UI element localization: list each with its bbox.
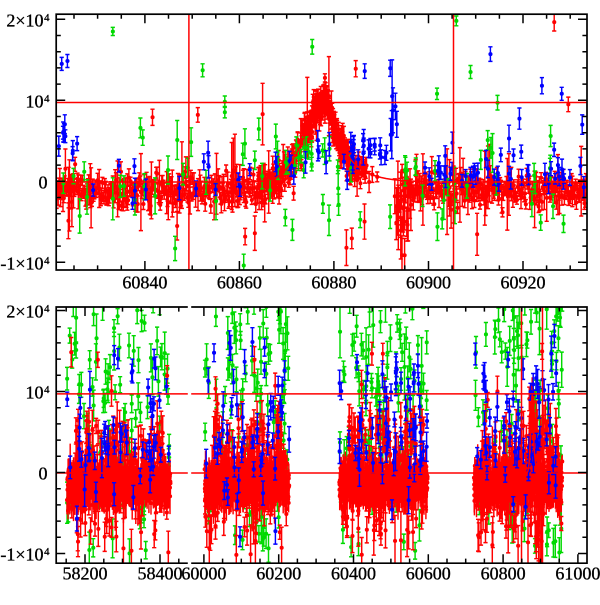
svg-text:60900: 60900 — [406, 272, 451, 292]
svg-text:60000: 60000 — [181, 564, 226, 584]
svg-text:60200: 60200 — [256, 564, 301, 584]
svg-text:-1×10: -1×10 — [0, 545, 43, 565]
svg-text:60840: 60840 — [122, 272, 167, 292]
svg-text:60860: 60860 — [217, 272, 262, 292]
svg-text:58400: 58400 — [138, 564, 183, 584]
svg-text:2×10: 2×10 — [6, 302, 43, 322]
svg-text:4: 4 — [44, 303, 50, 315]
svg-text:60800: 60800 — [481, 564, 526, 584]
svg-text:2×10: 2×10 — [6, 10, 43, 30]
svg-text:0: 0 — [39, 464, 48, 484]
svg-text:0: 0 — [39, 172, 48, 192]
svg-text:60920: 60920 — [501, 272, 546, 292]
svg-text:4: 4 — [44, 12, 50, 24]
svg-text:4: 4 — [44, 546, 50, 558]
svg-text:60400: 60400 — [331, 564, 376, 584]
svg-text:-1×10: -1×10 — [0, 253, 43, 273]
svg-text:61000: 61000 — [555, 564, 600, 584]
svg-text:60880: 60880 — [311, 272, 356, 292]
svg-text:10: 10 — [26, 91, 44, 111]
svg-text:4: 4 — [44, 384, 50, 396]
svg-text:60600: 60600 — [406, 564, 451, 584]
svg-text:4: 4 — [44, 255, 50, 267]
svg-text:58200: 58200 — [63, 564, 108, 584]
svg-text:10: 10 — [26, 383, 44, 403]
svg-text:4: 4 — [44, 93, 50, 105]
